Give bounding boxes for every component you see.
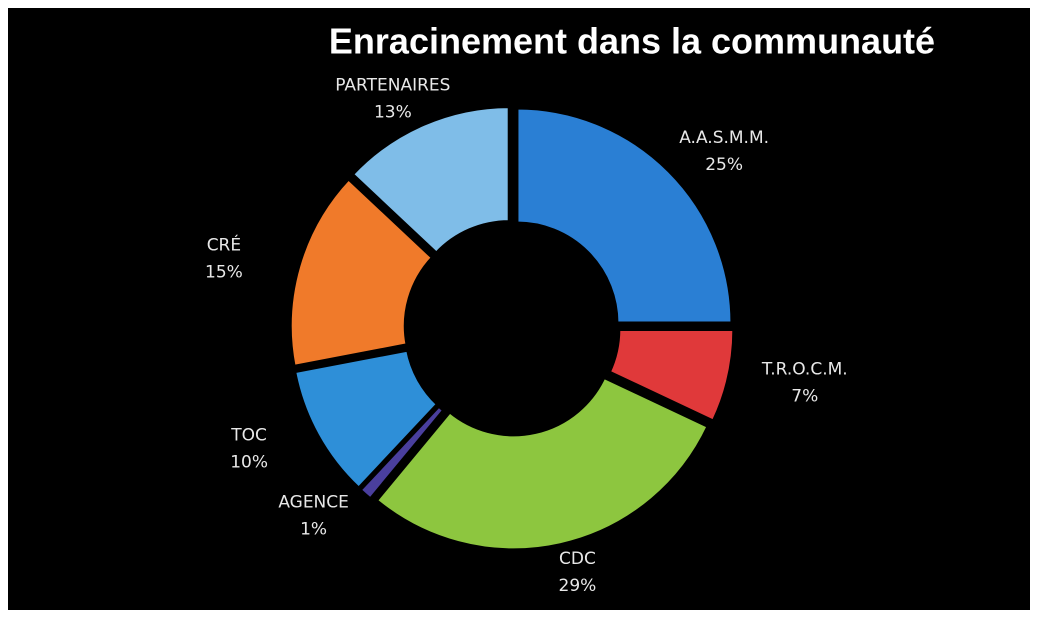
pie-slice (292, 348, 440, 491)
pie-slice (350, 105, 511, 256)
slice-label: T.R.O.C.M. (761, 360, 848, 380)
slice-label: A.A.S.M.M. (679, 128, 769, 148)
slice-label: CRÉ (207, 233, 241, 255)
chart-title: Enracinement dans la communauté (329, 21, 935, 62)
slice-value-label: 7% (791, 387, 818, 407)
pie-slice (374, 375, 711, 552)
slice-label: PARTENAIRES (335, 76, 450, 96)
pie-slice (358, 404, 446, 502)
slice-value-label: 25% (705, 155, 743, 175)
slice-value-label: 13% (374, 103, 412, 123)
pie-slice (288, 176, 435, 369)
slice-value-label: 15% (205, 262, 243, 282)
slice-label: TOC (230, 425, 267, 445)
slice-value-label: 29% (559, 576, 597, 596)
slice-value-label: 1% (300, 520, 327, 540)
pie-slice (515, 106, 734, 325)
slice-value-label: 10% (230, 452, 268, 472)
pie-slice (607, 328, 736, 424)
slice-label: AGENCE (278, 493, 349, 513)
slice-label: CDC (559, 549, 596, 569)
